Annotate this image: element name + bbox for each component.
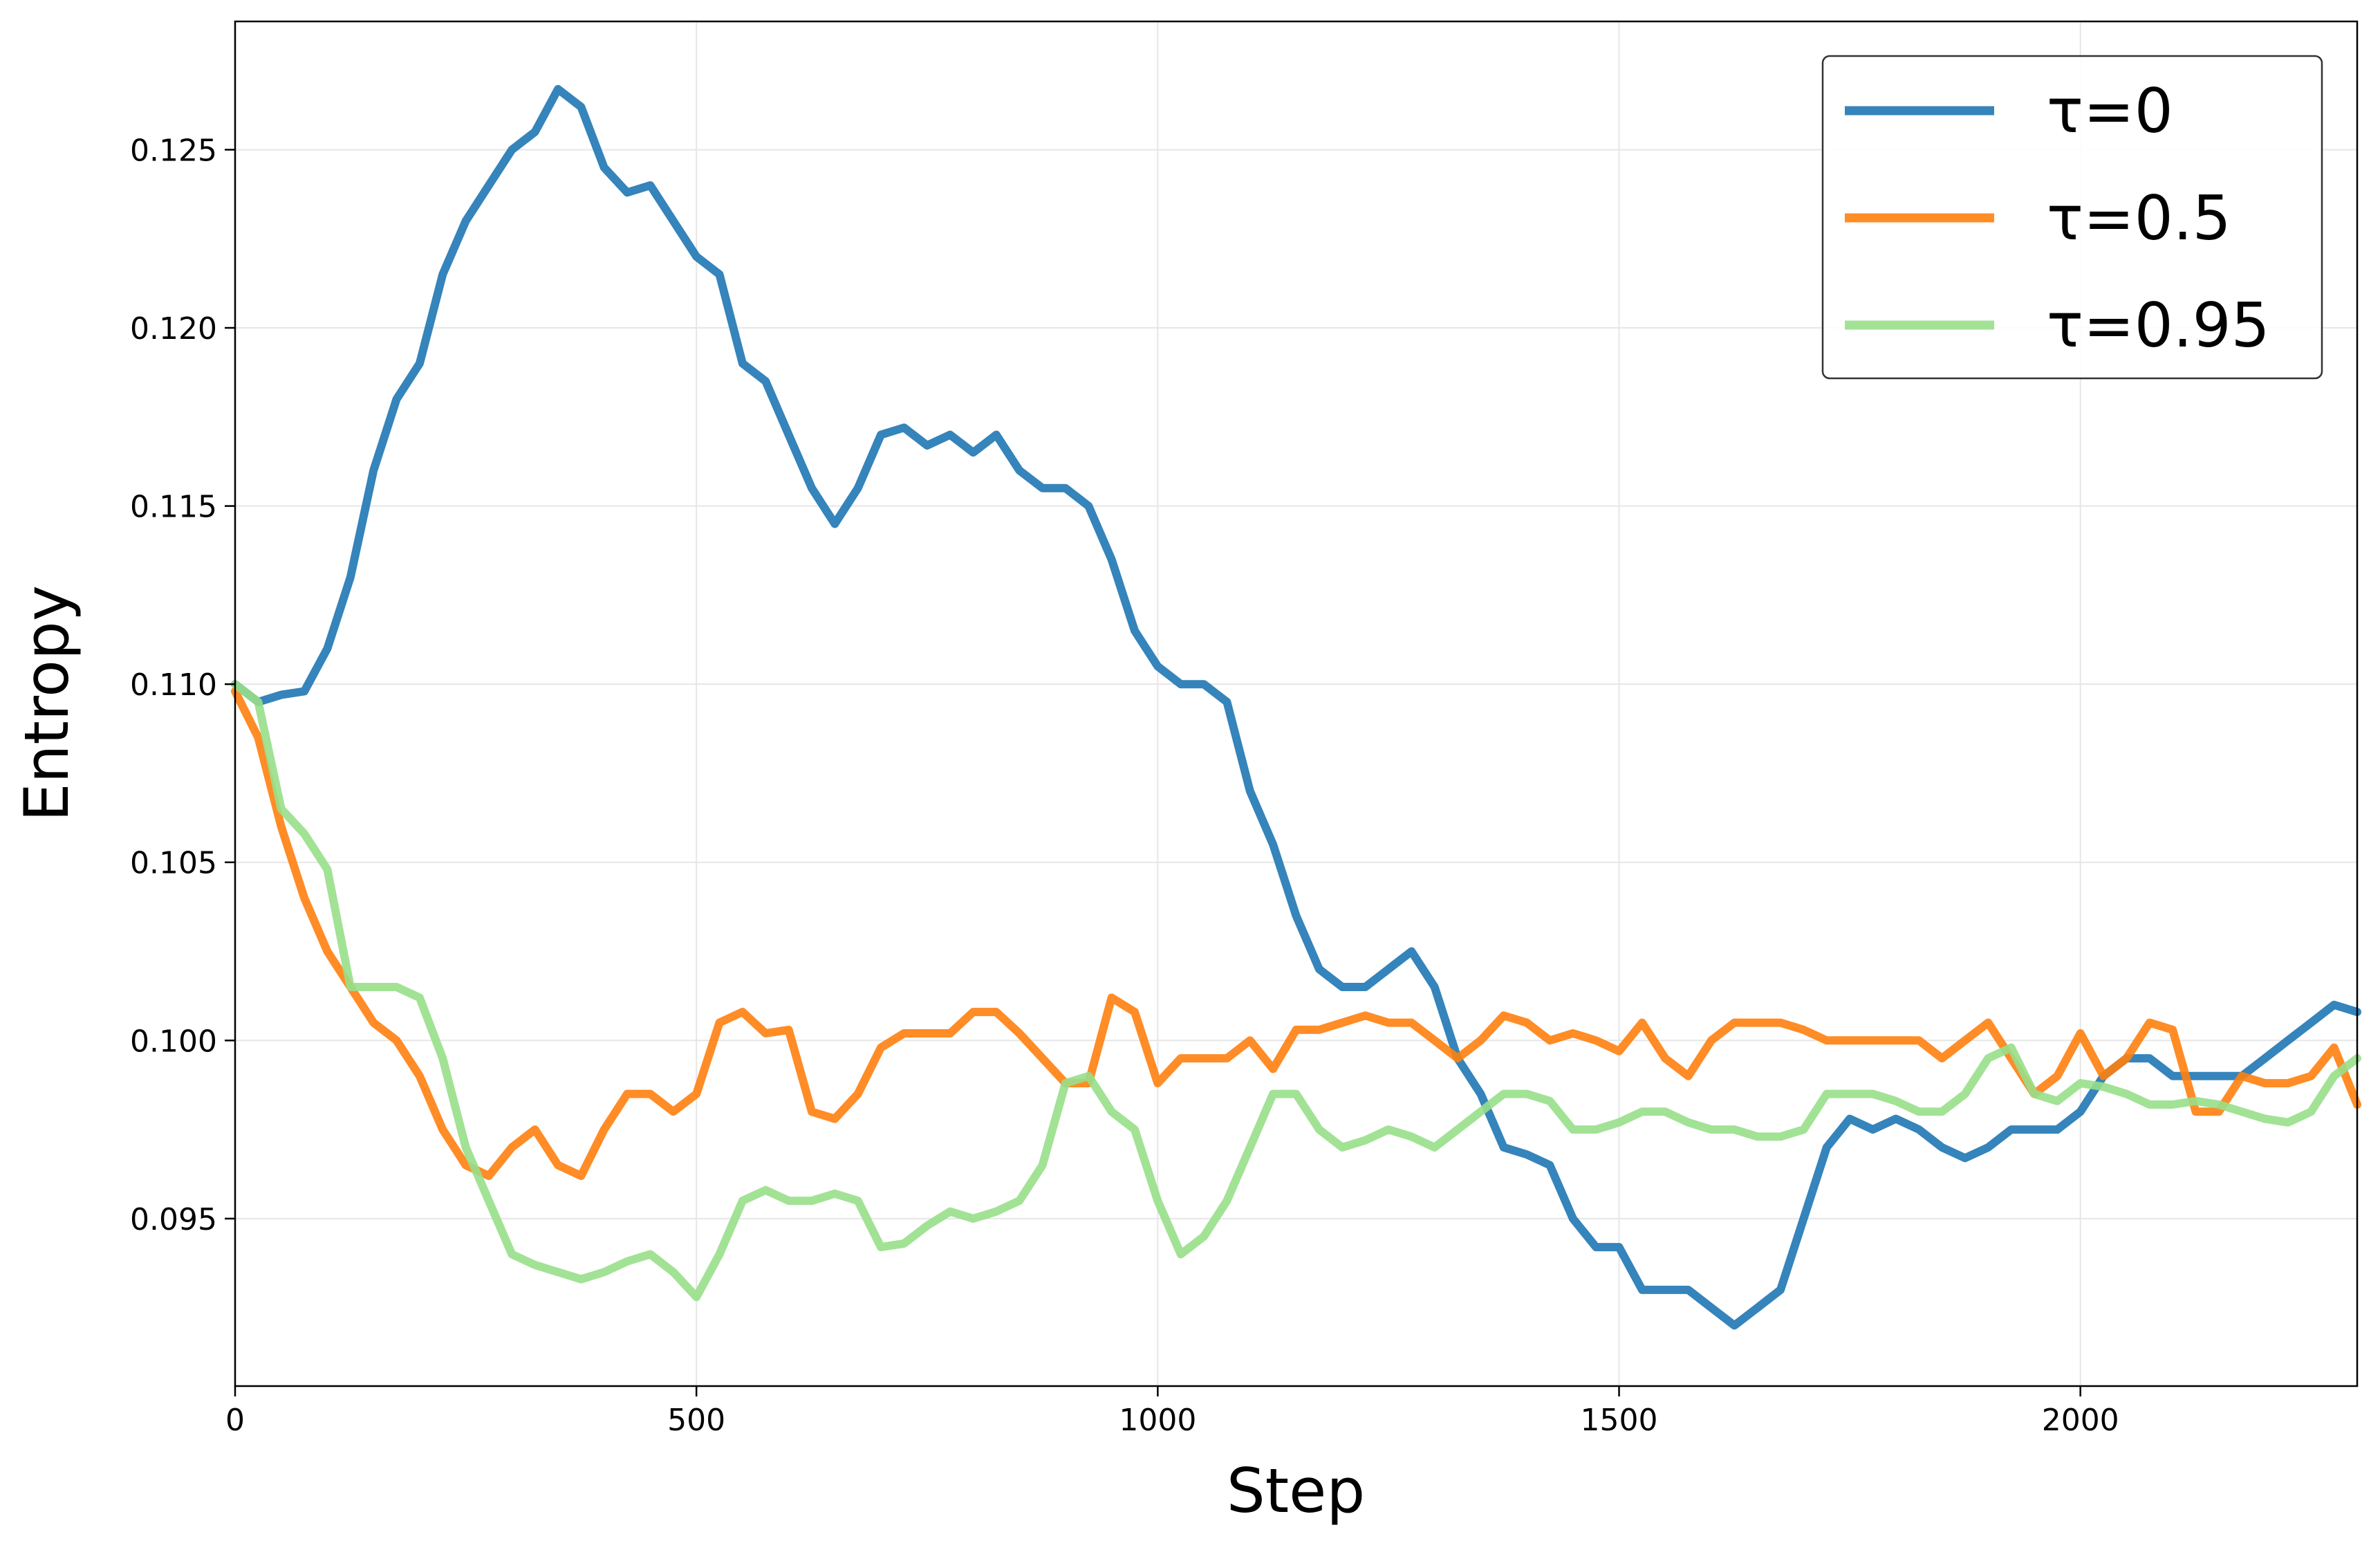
y-tick-label: 0.095 — [130, 1202, 217, 1237]
y-tick-label: 0.105 — [130, 846, 217, 881]
x-tick-label: 500 — [667, 1403, 725, 1438]
legend-label-1: τ=0.5 — [2047, 183, 2231, 254]
legend-box — [1821, 55, 2323, 380]
y-tick-label: 0.100 — [130, 1024, 217, 1059]
grid — [234, 21, 2357, 1386]
y-tick-label: 0.125 — [130, 133, 217, 168]
series-line-0 — [231, 84, 2361, 1330]
legend-label-0: τ=0 — [2047, 75, 2173, 147]
series-lines — [231, 84, 2361, 1330]
y-axis-label: Entropy — [11, 585, 82, 822]
legend-label-2: τ=0.95 — [2047, 290, 2270, 361]
legend: τ=0 τ=0.5 τ=0.95 — [1821, 55, 2323, 380]
x-tick-label: 1500 — [1581, 1403, 1658, 1438]
x-axis-ticks: 0 500 1000 1500 2000 — [225, 1386, 2119, 1438]
plot-frame — [234, 20, 2359, 1387]
y-tick-label: 0.115 — [130, 490, 217, 525]
x-tick-label: 1000 — [1119, 1403, 1196, 1438]
series-line-2 — [231, 680, 2361, 1302]
x-axis-label: Step — [1227, 1455, 1365, 1526]
series-line-1 — [231, 687, 2361, 1181]
x-tick-label: 0 — [225, 1403, 245, 1438]
y-tick-label: 0.120 — [130, 311, 217, 347]
y-tick-label: 0.110 — [130, 667, 217, 703]
x-tick-label: 2000 — [2042, 1403, 2119, 1438]
y-axis-ticks: 0.095 0.100 0.105 0.110 0.115 0.120 0.125 — [130, 133, 235, 1237]
